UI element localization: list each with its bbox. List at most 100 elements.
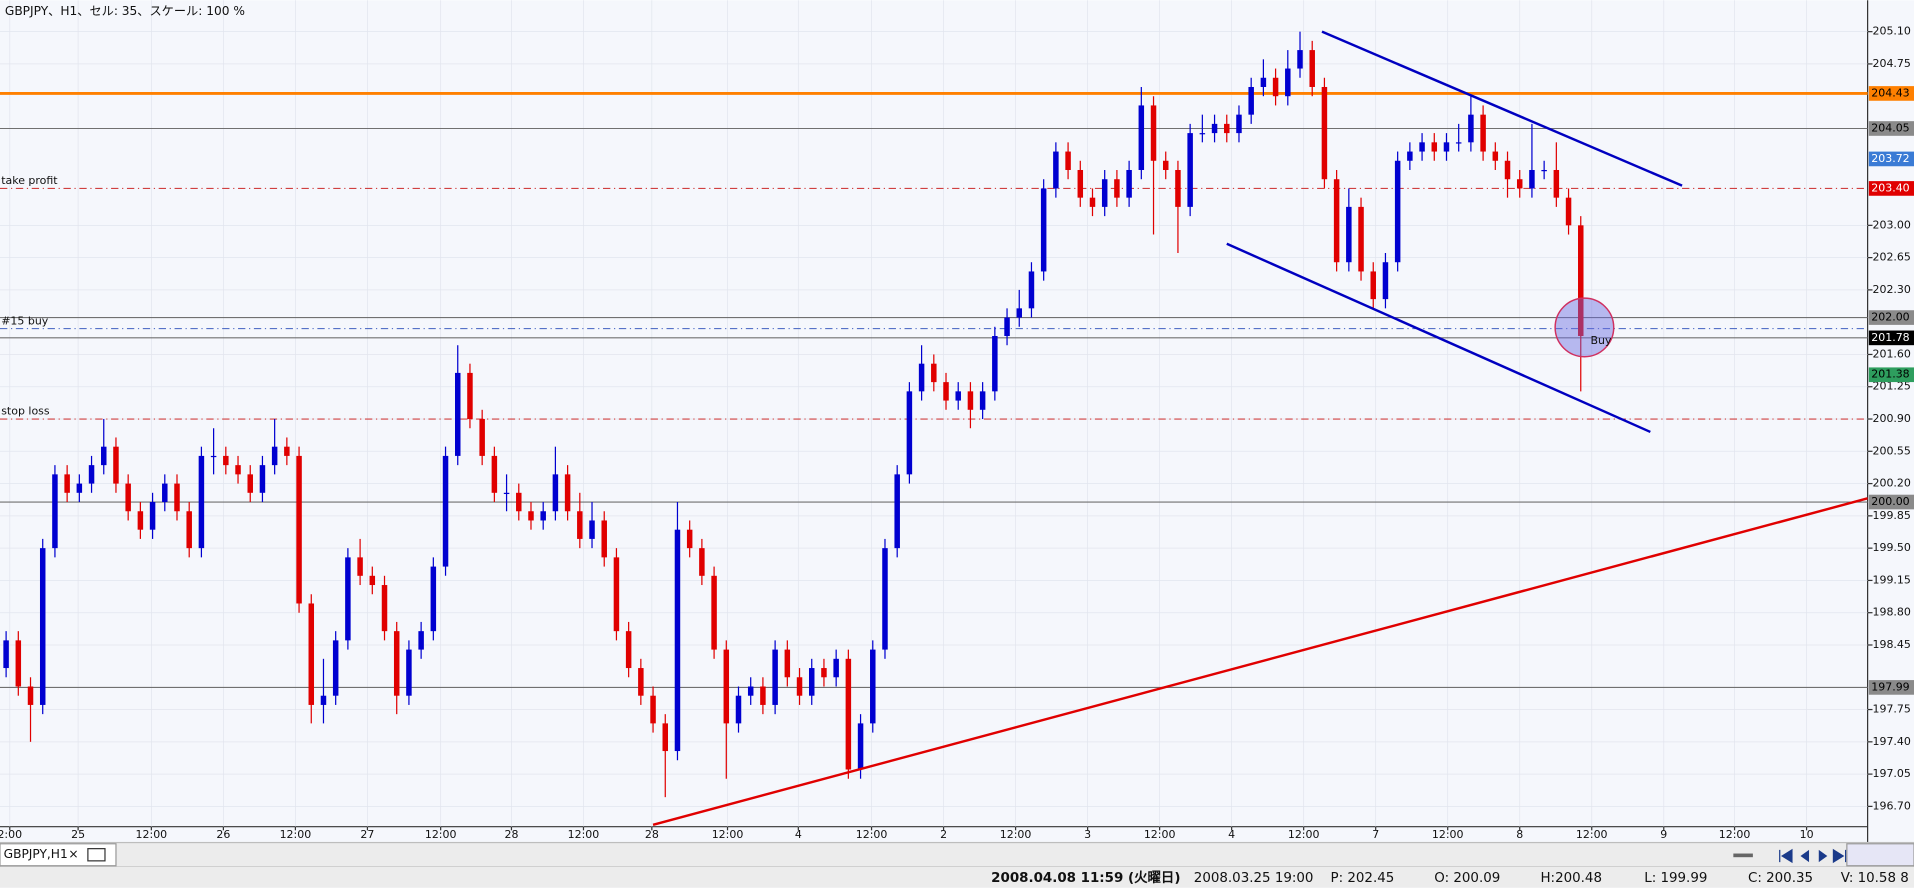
- candle-body: [833, 658, 839, 678]
- x-tick-label: 4: [795, 828, 802, 841]
- candle-body: [674, 529, 681, 752]
- candle-body: [418, 631, 424, 650]
- price-marker-label: 201.38: [1871, 368, 1909, 381]
- x-tick-label: 12:00: [1432, 828, 1464, 841]
- x-tick-label: 28: [645, 828, 659, 841]
- candle-body: [796, 677, 803, 696]
- level-text: stop loss: [1, 405, 50, 418]
- x-tick-label: 12:00: [568, 828, 600, 841]
- candle-body: [589, 520, 595, 539]
- candle-body: [284, 446, 290, 456]
- price-marker-label: 203.72: [1871, 152, 1909, 165]
- candle-body: [357, 557, 363, 576]
- nav-first[interactable]: [1779, 848, 1793, 864]
- x-tick-label: 12:00: [1719, 828, 1751, 841]
- status-close: C: 200.35: [1748, 871, 1813, 886]
- candle-body: [918, 363, 925, 392]
- candle-body: [137, 511, 144, 530]
- x-axis-strip: [0, 826, 1868, 843]
- trend-line: [1321, 30, 1683, 187]
- y-tick-label: 199.50: [1872, 541, 1910, 554]
- price-marker: [1868, 367, 1914, 383]
- x-tick-label: 12:00: [425, 828, 457, 841]
- candle-body: [381, 585, 388, 632]
- candle-body: [931, 363, 937, 383]
- candle-body: [1248, 86, 1254, 115]
- price-marker: [1868, 86, 1914, 101]
- candle-body: [15, 640, 22, 687]
- candle-body: [943, 382, 949, 401]
- tab-close[interactable]: ×: [68, 847, 78, 861]
- status-bar: [0, 866, 1914, 888]
- candle-body: [1321, 86, 1328, 180]
- candle-body: [894, 474, 900, 549]
- level-text: take profit: [1, 174, 58, 187]
- nav-last[interactable]: [1832, 848, 1847, 864]
- chart-header: GBPJPY、H1、セル: 35、スケール: 100 %: [5, 4, 245, 18]
- candle-body: [186, 511, 192, 549]
- trend-line: [652, 497, 1868, 827]
- candle-body: [577, 511, 583, 539]
- candle-body: [1382, 262, 1389, 300]
- candle-body: [552, 474, 559, 512]
- scroll-thumb[interactable]: [1733, 853, 1753, 858]
- candle-body: [1187, 133, 1193, 207]
- candle-body: [308, 603, 315, 705]
- zoom-button[interactable]: [1846, 843, 1914, 867]
- candle-body: [662, 723, 669, 752]
- x-tick-label: 12:00: [1144, 828, 1176, 841]
- x-tick-label: 8: [1516, 828, 1523, 841]
- candle-body: [430, 566, 437, 632]
- y-tick-label: 202.65: [1872, 251, 1910, 264]
- candle-body: [1468, 114, 1474, 143]
- candle-body: [1040, 188, 1047, 272]
- candle-body: [198, 455, 205, 549]
- status-volume: V: 10.58 8: [1841, 871, 1909, 886]
- chart-tab[interactable]: [0, 843, 117, 867]
- candle-body: [1065, 151, 1071, 170]
- candle-body: [1541, 169, 1547, 172]
- candle-body: [1016, 308, 1023, 318]
- nav-next[interactable]: [1818, 849, 1828, 863]
- tab-icon[interactable]: [87, 848, 106, 862]
- candle-body: [210, 455, 217, 458]
- candle-body: [1370, 271, 1376, 300]
- candle-body: [479, 419, 485, 456]
- status-low: L: 199.99: [1644, 871, 1707, 886]
- y-tick-label: 201.60: [1872, 347, 1910, 360]
- candle-body: [393, 631, 400, 696]
- status-price: P: 202.45: [1331, 871, 1395, 886]
- candle-body: [149, 502, 156, 530]
- y-tick-label: 204.75: [1872, 57, 1910, 70]
- level-text: #15 buy: [1, 314, 49, 327]
- x-tick-label: 7: [1372, 828, 1379, 841]
- candle-body: [76, 483, 83, 493]
- candle-body: [870, 649, 876, 724]
- candle-body: [1053, 151, 1059, 189]
- price-marker-label: 203.40: [1871, 181, 1909, 194]
- y-tick-label: 199.85: [1872, 509, 1910, 522]
- tab-label[interactable]: GBPJPY,H1: [4, 847, 68, 861]
- candle-body: [1101, 179, 1108, 207]
- candle-body: [747, 686, 754, 696]
- candle-body: [491, 455, 498, 493]
- tab-bar: [0, 841, 1914, 868]
- candle-body: [979, 391, 986, 410]
- nav-prev[interactable]: [1800, 849, 1810, 863]
- y-tick-label: 205.10: [1872, 25, 1910, 38]
- candle-body: [271, 446, 278, 466]
- candle-body: [601, 520, 607, 558]
- candle-body: [101, 446, 107, 466]
- candle-body: [1089, 197, 1096, 207]
- candle-body: [723, 649, 730, 724]
- x-tick-label: 12:00: [280, 828, 312, 841]
- x-tick-label: 12:00: [1576, 828, 1608, 841]
- y-tick-label: 201.25: [1872, 380, 1910, 393]
- price-marker: [1868, 151, 1914, 167]
- candle-body: [1492, 151, 1499, 161]
- candle-body: [1565, 197, 1572, 226]
- candle-body: [1358, 206, 1364, 272]
- y-tick-label: 196.70: [1872, 799, 1910, 812]
